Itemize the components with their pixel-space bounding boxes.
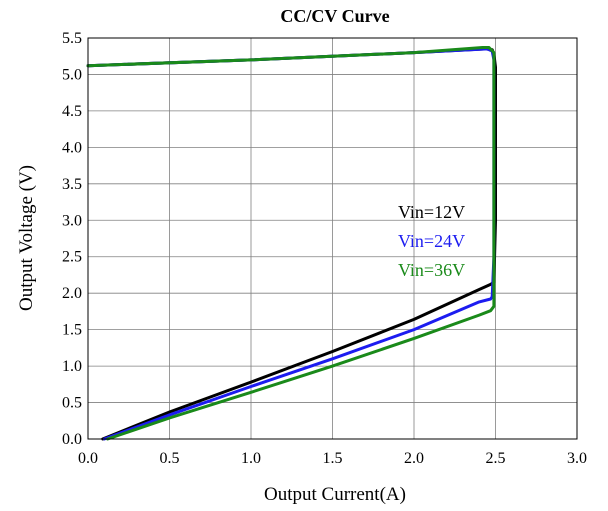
y-tick-label: 5.0 <box>62 66 82 83</box>
series-lines <box>86 46 497 441</box>
y-tick-label: 1.0 <box>62 358 82 375</box>
y-tick-label: 3.0 <box>62 212 82 229</box>
y-tick-label: 5.5 <box>62 30 82 47</box>
y-tick-label: 3.5 <box>62 176 82 193</box>
x-tick-label: 0.5 <box>160 450 180 467</box>
y-tick-label: 0.5 <box>62 395 82 412</box>
y-axis-label: Output Voltage (V) <box>16 165 37 311</box>
grid <box>88 38 577 439</box>
y-tick-label: 0.0 <box>62 431 82 448</box>
x-tick-label: 2.5 <box>486 450 506 467</box>
y-tick-label: 1.5 <box>62 322 82 339</box>
x-tick-label: 2.0 <box>404 450 424 467</box>
y-tick-label: 4.5 <box>62 103 82 120</box>
x-tick-label: 0.0 <box>78 450 98 467</box>
plot-frame <box>87 37 578 440</box>
x-tick-label: 1.0 <box>241 450 261 467</box>
legend-entry: Vin=24V <box>398 231 465 251</box>
chart-title: CC/CV Curve <box>280 6 389 26</box>
series-line-vin-36v <box>86 46 496 441</box>
y-tick-label: 2.0 <box>62 285 82 302</box>
y-tick-label: 4.0 <box>62 139 82 156</box>
tick-labels: 0.0 0.5 1.0 1.5 2.0 2.5 3.0 0.0 0.5 1.0 1.5 2.0 2.5 3… <box>62 30 587 467</box>
x-tick-label: 3.0 <box>567 450 587 467</box>
x-axis-label: Output Current(A) <box>264 484 406 505</box>
legend-entry: Vin=12V <box>398 202 465 222</box>
legend: Vin=12V Vin=24V Vin=36V <box>398 202 465 280</box>
y-tick-label: 2.5 <box>62 249 82 266</box>
x-tick-label: 1.5 <box>323 450 343 467</box>
legend-entry: Vin=36V <box>398 260 465 280</box>
